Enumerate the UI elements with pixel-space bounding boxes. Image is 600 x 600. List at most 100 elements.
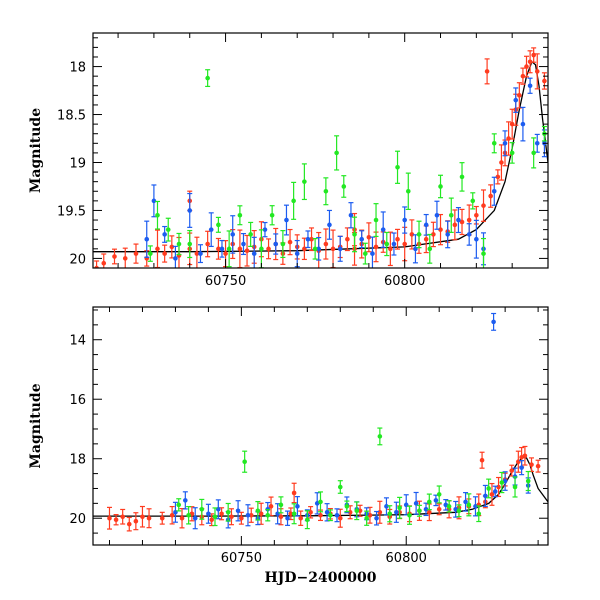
data-point	[535, 459, 541, 473]
data-point	[337, 508, 343, 528]
x-tick-label: 60750	[205, 274, 246, 289]
data-point	[215, 237, 221, 260]
data-point	[466, 223, 472, 246]
series-2	[147, 69, 547, 268]
data-point	[301, 237, 307, 261]
x-tick-label: 60750	[221, 551, 262, 566]
data-point	[326, 209, 332, 240]
top-frame	[92, 32, 549, 269]
data-point	[291, 503, 297, 525]
data-point	[179, 507, 185, 529]
data-point	[374, 510, 380, 526]
data-point	[522, 445, 528, 466]
data-point	[133, 243, 139, 264]
data-point	[525, 470, 531, 492]
data-point	[463, 492, 469, 512]
data-point	[194, 236, 200, 268]
data-point	[144, 220, 150, 258]
data-point	[169, 505, 175, 525]
data-point	[146, 508, 152, 529]
data-point	[397, 496, 403, 519]
data-point	[248, 507, 254, 523]
data-point	[262, 221, 268, 238]
data-point	[481, 189, 487, 222]
series-1	[144, 77, 547, 268]
data-point	[192, 507, 198, 530]
data-point	[459, 208, 465, 236]
data-point	[489, 482, 495, 506]
data-point	[416, 504, 422, 517]
data-point	[380, 211, 386, 248]
data-point	[387, 231, 393, 267]
data-point	[162, 244, 168, 263]
data-point	[280, 230, 286, 259]
series-0	[94, 47, 547, 268]
data-point	[199, 498, 205, 520]
data-point	[205, 69, 211, 88]
data-point	[362, 242, 368, 265]
data-point	[172, 245, 178, 268]
data-point	[529, 457, 535, 473]
x-tick-label: 60800	[386, 551, 427, 566]
y-tick-label: 19	[69, 156, 86, 171]
data-point	[373, 203, 379, 238]
data-point	[481, 237, 487, 268]
data-point	[205, 503, 211, 524]
data-point	[486, 478, 492, 499]
data-point	[176, 232, 182, 256]
data-point	[516, 82, 522, 109]
data-point	[113, 513, 119, 526]
data-point	[512, 476, 518, 498]
data-point	[305, 230, 311, 249]
data-point	[226, 230, 232, 268]
data-point	[403, 494, 409, 516]
data-point	[472, 496, 478, 517]
data-point	[278, 496, 284, 514]
data-point	[448, 197, 454, 233]
data-point	[519, 460, 525, 476]
data-point	[524, 55, 530, 78]
data-point	[244, 234, 250, 267]
series-1	[172, 312, 531, 530]
data-point	[187, 229, 193, 259]
data-point	[147, 245, 153, 262]
data-point	[412, 234, 418, 264]
data-point	[151, 184, 157, 218]
data-point	[416, 220, 422, 249]
data-point	[133, 512, 139, 531]
data-point	[285, 510, 291, 526]
data-point	[212, 507, 218, 527]
data-point	[377, 500, 383, 524]
data-point	[452, 209, 458, 241]
y-tick-label: 20	[69, 512, 86, 527]
bottom-data-area	[93, 312, 548, 532]
data-point	[466, 493, 472, 517]
data-point	[269, 205, 275, 226]
data-point	[391, 232, 397, 256]
data-point	[237, 205, 243, 226]
data-point	[369, 236, 375, 268]
data-point	[294, 496, 300, 517]
data-point	[373, 231, 379, 263]
data-point	[304, 510, 310, 530]
data-point	[495, 169, 501, 185]
data-point	[509, 142, 515, 164]
data-point	[520, 106, 526, 142]
data-point	[312, 238, 318, 260]
data-point	[459, 162, 465, 192]
series-2	[176, 427, 531, 530]
top-panel: 60750 60800 18 18.5 19 19.5 20 Magnitude	[28, 32, 549, 289]
data-point	[162, 225, 168, 243]
data-point	[384, 231, 390, 257]
data-point	[237, 229, 243, 268]
data-point	[187, 192, 193, 228]
data-point	[159, 511, 165, 525]
bottom-frame	[92, 306, 549, 546]
data-point	[334, 135, 340, 171]
data-point	[364, 510, 370, 526]
data-point	[120, 508, 126, 525]
y-axis-title: Magnitude	[28, 108, 44, 193]
data-point	[208, 212, 214, 248]
data-point	[534, 53, 540, 90]
